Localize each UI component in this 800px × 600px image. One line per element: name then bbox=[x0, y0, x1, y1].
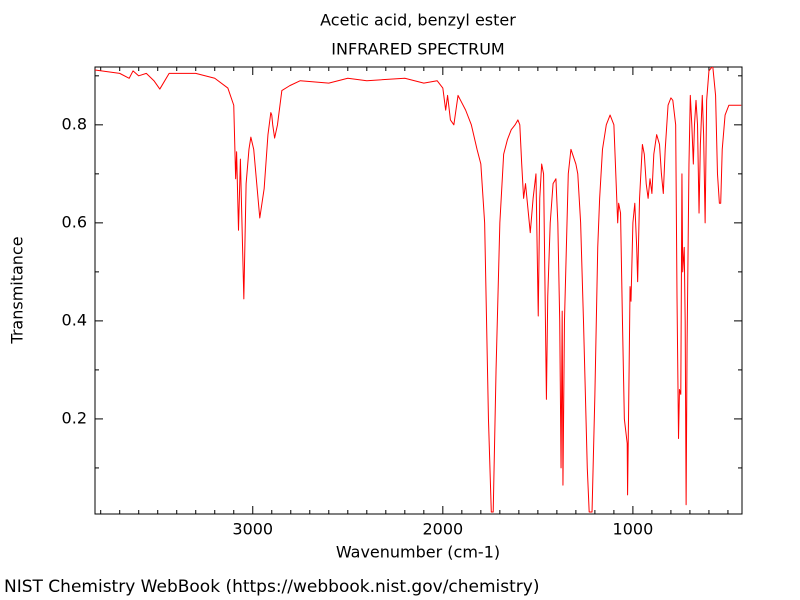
x-axis-label: Wavenumber (cm-1) bbox=[336, 543, 500, 562]
plot-frame bbox=[94, 66, 743, 515]
x-tick-label: 2000 bbox=[422, 520, 463, 539]
chart-subtitle: INFRARED SPECTRUM bbox=[331, 40, 504, 59]
y-tick-label: 0.4 bbox=[62, 310, 87, 329]
y-tick-label: 0.8 bbox=[62, 114, 87, 133]
footer: NIST Chemistry WebBook (https://webbook.… bbox=[4, 577, 539, 597]
x-tick-label: 3000 bbox=[232, 520, 273, 539]
y-axis-label: Transmitance bbox=[8, 236, 27, 344]
y-tick-label: 0.2 bbox=[62, 408, 87, 427]
x-tick-label: 1000 bbox=[613, 520, 654, 539]
y-tick-label: 0.6 bbox=[62, 212, 87, 231]
spectrum-line bbox=[95, 67, 742, 513]
chart-title: Acetic acid, benzyl ester bbox=[320, 11, 516, 30]
